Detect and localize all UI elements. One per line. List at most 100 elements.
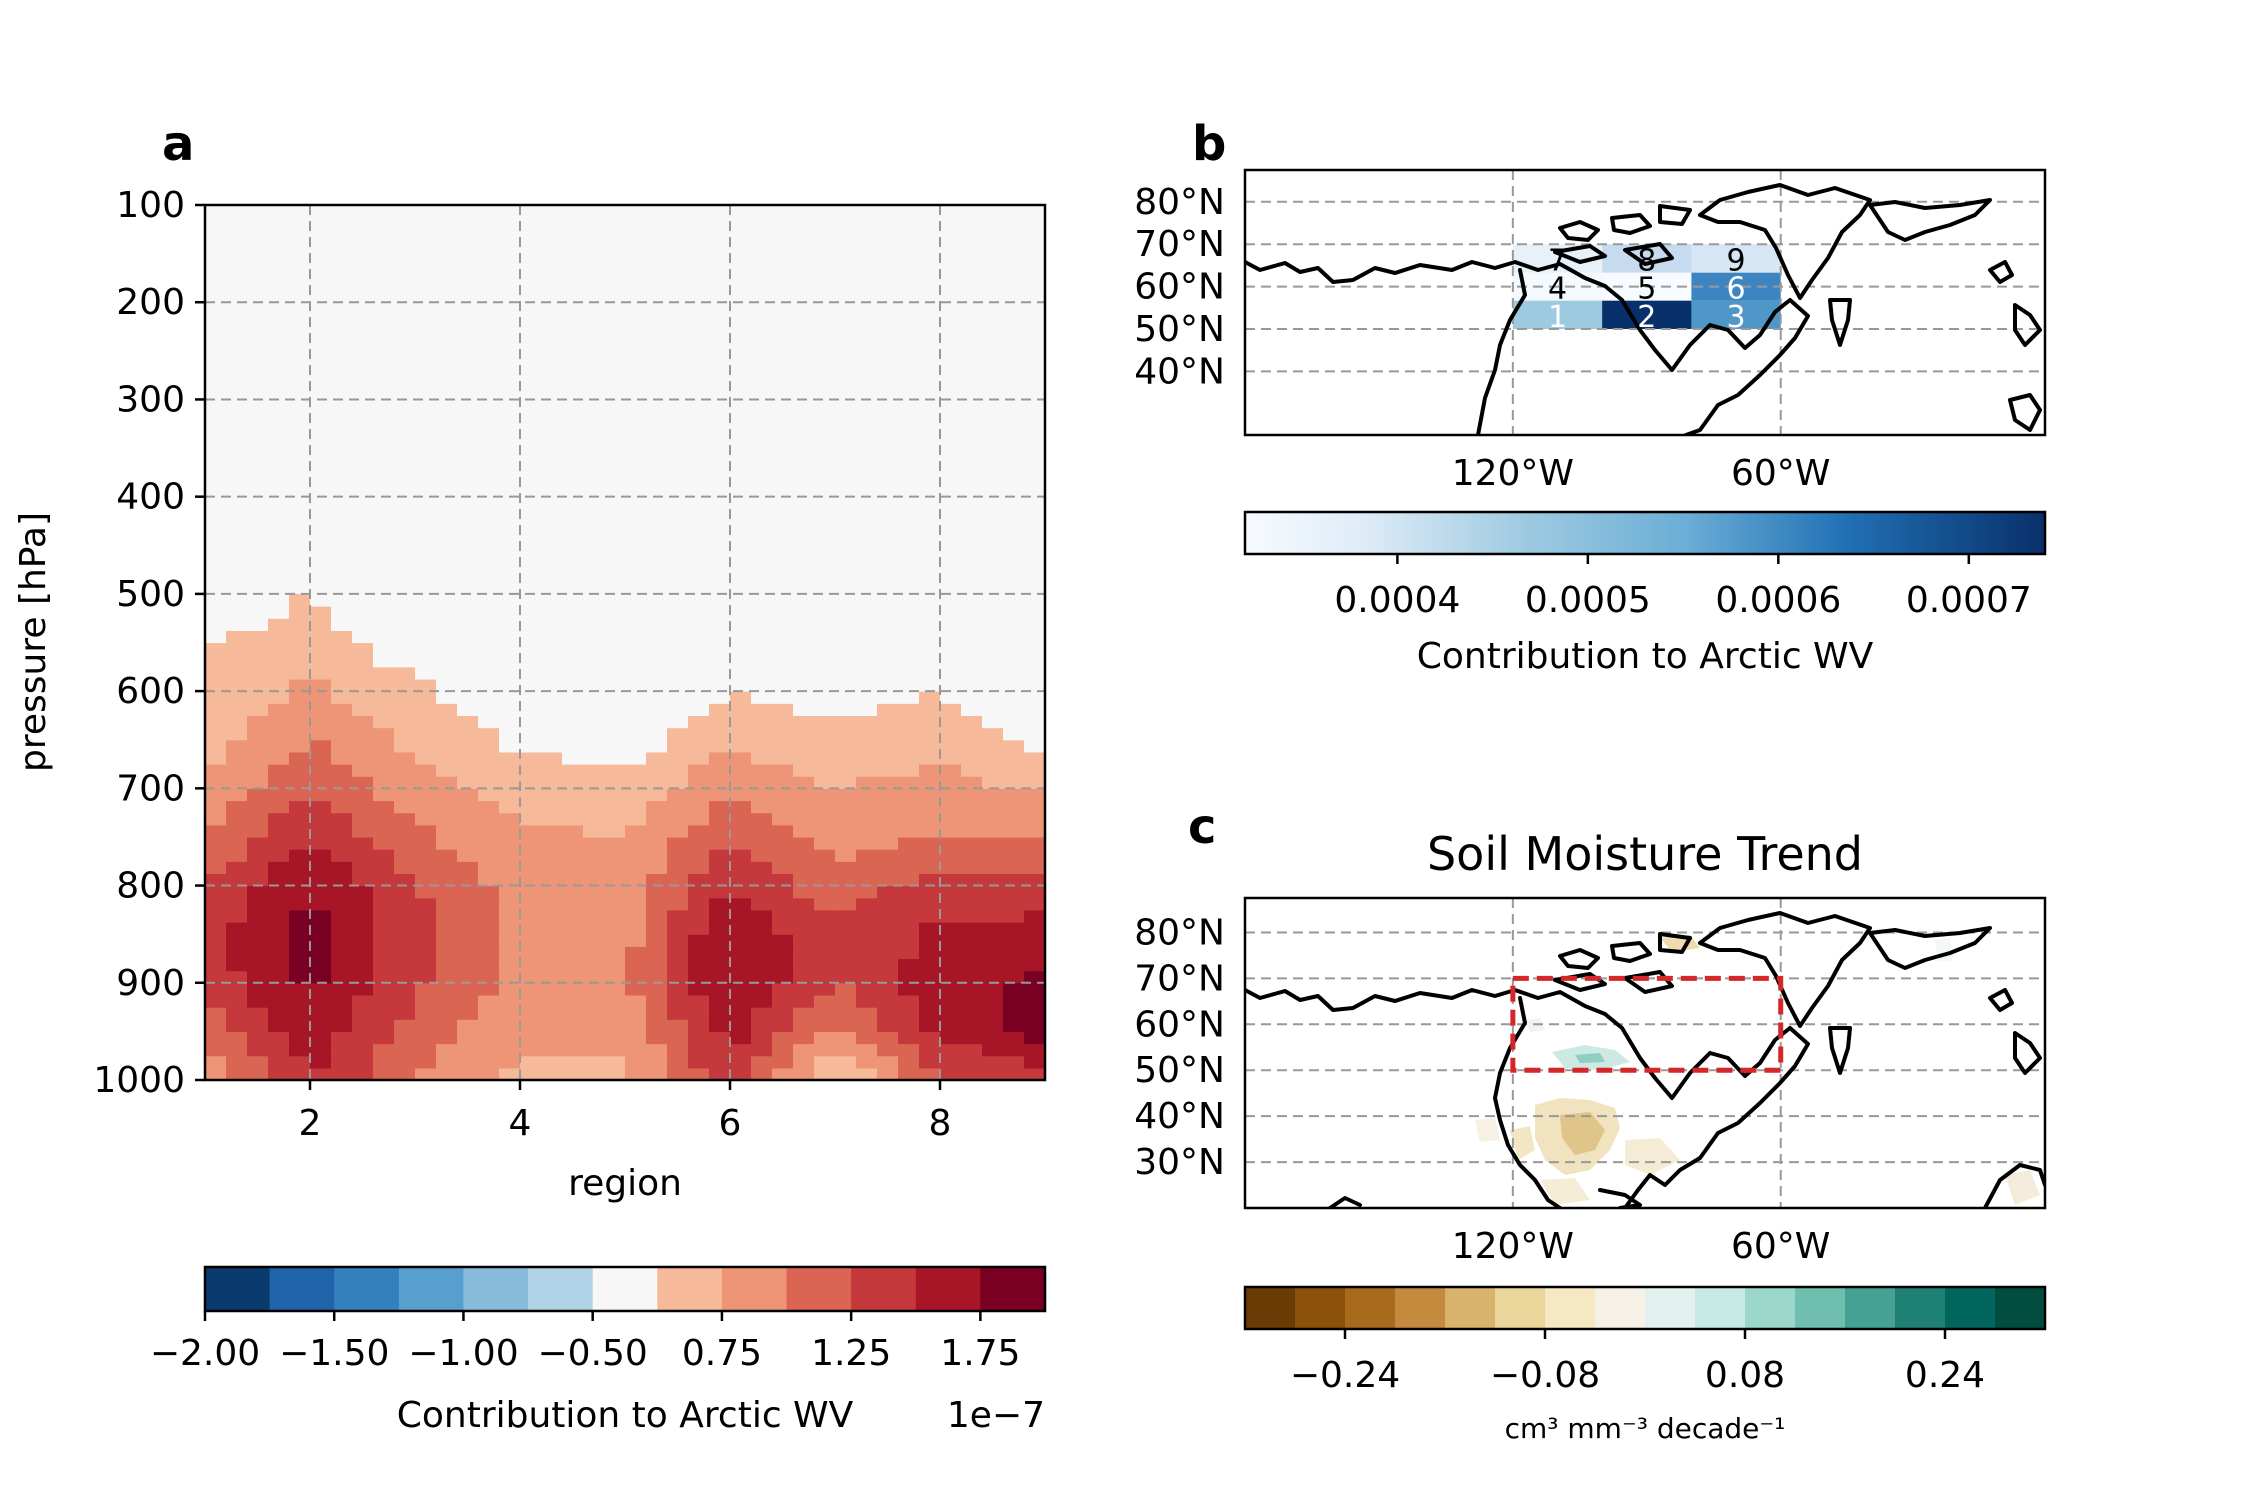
heatmap-a-cell [814,836,836,850]
heatmap-a-cell [604,776,626,789]
heatmap-a-cell [877,739,899,753]
heatmap-a-cell [331,1043,353,1057]
heatmap-a-cell [730,812,752,826]
heatmap-a-cell [205,764,227,777]
heatmap-a-cell [457,922,479,935]
heatmap-a-cell [793,885,815,899]
heatmap-a-cell [793,678,815,692]
heatmap-a-cell [898,800,920,814]
heatmap-a-cell [1024,922,1045,935]
heatmap-a-cell [352,727,374,741]
heatmap-a-cell [520,800,542,814]
soil-anomaly-europe [2005,1170,2040,1205]
heatmap-a-cell [331,897,353,911]
heatmap-a-cell [793,861,815,874]
heatmap-a-cell [940,1055,962,1069]
heatmap-a-cell [730,1067,752,1080]
heatmap-a-cell [415,1067,437,1080]
heatmap-a-cell [583,618,605,631]
heatmap-a-cell [478,618,500,631]
heatmap-a-cell [604,849,626,862]
heatmap-a-cell [247,715,269,729]
heatmap-a-cell [310,666,332,680]
heatmap-a-cell [1003,642,1025,656]
heatmap-a-cell [415,1043,437,1057]
heatmap-a-cell [982,824,1004,838]
heatmap-a-cell [730,788,752,802]
heatmap-a-cell [394,1055,416,1069]
heatmap-a-cell [436,678,458,692]
map-c-lat-label: 50°N [1134,1050,1225,1091]
heatmap-a-cell [772,824,794,838]
heatmap-a-cell [583,691,605,704]
heatmap-a-cell [205,1043,227,1057]
heatmap-a-cell [625,606,647,619]
heatmap-a-cell [205,606,227,619]
heatmap-a-cell [919,788,941,802]
heatmap-a-cell [646,788,668,802]
heatmap-a-cell [352,1019,374,1032]
heatmap-a-cell [436,934,458,947]
heatmap-a-cell [499,909,521,923]
heatmap-a-cell [814,861,836,874]
heatmap-a-cell [793,873,815,887]
heatmap-a-cell [709,593,731,607]
heatmap-a-cell [1024,812,1045,826]
heatmap-a-cell [373,1007,395,1020]
heatmap-a-cell [394,873,416,887]
heatmap-a-cell [751,630,773,644]
heatmap-a-cell [520,788,542,802]
heatmap-a-cell [331,1007,353,1020]
x-axis-label-a: region [568,1163,682,1204]
heatmap-a-cell [205,593,227,607]
heatmap-a-cell [268,1007,290,1020]
heatmap-a-cell [709,678,731,692]
heatmap-a-cell [562,654,584,668]
heatmap-a-cell [646,666,668,680]
heatmap-a-cell [688,788,710,802]
heatmap-a-cell [604,764,626,777]
colorbar-c-swatch [1845,1287,1896,1329]
heatmap-a-cell [961,1067,983,1080]
heatmap-a-cell [919,1043,941,1057]
heatmap-a-cell [877,1055,899,1069]
heatmap-a-cell [709,654,731,668]
colorbar-a-tick-label: −1.00 [408,1333,518,1374]
heatmap-a-cell [856,861,878,874]
heatmap-a-cell [310,800,332,814]
heatmap-a-cell [478,934,500,947]
heatmap-a-cell [793,703,815,717]
heatmap-a-cell [373,946,395,960]
panel-letter-a: a [162,116,194,172]
heatmap-a-cell [793,1031,815,1045]
heatmap-a-cell [289,1031,311,1045]
heatmap-a-cell [583,630,605,644]
heatmap-a-cell [457,934,479,947]
heatmap-a-cell [268,1019,290,1032]
heatmap-a-cell [415,922,437,935]
heatmap-a-cell [478,861,500,874]
heatmap-a-cell [1024,654,1045,668]
heatmap-a-cell [289,654,311,668]
heatmap-a-cell [436,861,458,874]
heatmap-a-cell [310,691,332,704]
heatmap-a-cell [352,593,374,607]
colorbar-a-tick-label: 0.75 [682,1333,762,1374]
heatmap-a-cell [1003,922,1025,935]
heatmap-a-cell [919,958,941,972]
heatmap-a-cell [310,618,332,631]
heatmap-a-cell [646,849,668,862]
heatmap-a-cell [961,691,983,704]
heatmap-a-cell [226,788,248,802]
heatmap-a-cell [373,909,395,923]
heatmap-a-cell [877,800,899,814]
heatmap-a-cell [793,788,815,802]
heatmap-a-cell [583,885,605,899]
heatmap-a-cell [625,800,647,814]
heatmap-a-cell [541,873,563,887]
heatmap-a-cell [436,788,458,802]
heatmap-a-cell [373,751,395,765]
heatmap-a-cell [982,654,1004,668]
heatmap-a-cell [247,593,269,607]
heatmap-a-cell [856,885,878,899]
